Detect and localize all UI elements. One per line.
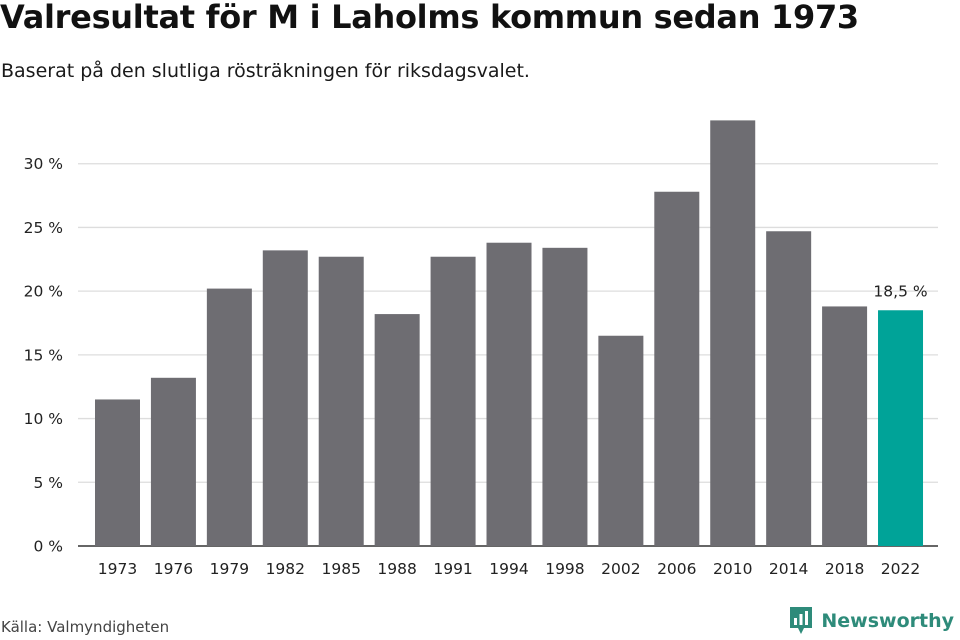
x-tick-label: 1982 (266, 560, 305, 578)
bar-2002 (598, 335, 644, 546)
x-tick-label: 1988 (377, 560, 416, 578)
x-tick-label: 1979 (210, 560, 249, 578)
y-tick-label: 10 % (24, 410, 63, 428)
x-tick-label: 1976 (154, 560, 193, 578)
bar-2014 (766, 231, 812, 546)
y-tick-label: 20 % (24, 283, 63, 301)
y-tick-label: 30 % (24, 155, 63, 173)
bar-2006 (654, 191, 700, 546)
x-tick-label: 1985 (321, 560, 360, 578)
bar-2022 (878, 310, 924, 546)
y-tick-label: 0 % (33, 538, 63, 556)
data-label: 18,5 % (873, 282, 927, 300)
chart-title: Valresultat för M i Laholms kommun sedan… (0, 0, 859, 36)
newsworthy-logo-icon (790, 607, 813, 634)
bar-2018 (822, 306, 868, 546)
y-tick-label: 15 % (24, 346, 63, 364)
x-tick-label: 1991 (433, 560, 472, 578)
bar-1973 (95, 399, 140, 546)
source-note: Källa: Valmyndigheten (1, 618, 170, 636)
bar-chart: 0 % 5 % 10 % 15 % 20 % 25 % 30 % 1973 1976 1979 19… (24, 120, 938, 578)
bar-1994 (486, 242, 532, 546)
x-tick-label: 2010 (713, 560, 752, 578)
bar-2010 (710, 120, 756, 546)
x-tick-label: 2018 (825, 560, 864, 578)
brand-logo: Newsworthy (788, 606, 954, 636)
x-tick-label: 2014 (769, 560, 808, 578)
axis-labels: 0 % 5 % 10 % 15 % 20 % 25 % 30 % 1973 1976 1979 19… (24, 155, 928, 578)
bar-1985 (318, 256, 364, 546)
x-tick-label: 1998 (545, 560, 584, 578)
bar-1979 (206, 288, 252, 546)
bar-1988 (374, 314, 420, 546)
brand-name: Newsworthy (821, 610, 954, 632)
bar-1991 (430, 256, 476, 546)
x-tick-label: 1973 (98, 560, 137, 578)
x-tick-label: 2006 (657, 560, 696, 578)
x-tick-label: 2002 (601, 560, 640, 578)
bar-1976 (150, 377, 196, 546)
bars (95, 120, 924, 546)
x-tick-label: 2022 (881, 560, 920, 578)
y-tick-label: 25 % (24, 219, 63, 237)
bar-1982 (262, 250, 308, 546)
chart-subtitle: Baserat på den slutliga rösträkningen fö… (1, 60, 530, 82)
bar-1998 (542, 247, 588, 546)
x-tick-label: 1994 (489, 560, 528, 578)
y-tick-label: 5 % (33, 474, 63, 492)
